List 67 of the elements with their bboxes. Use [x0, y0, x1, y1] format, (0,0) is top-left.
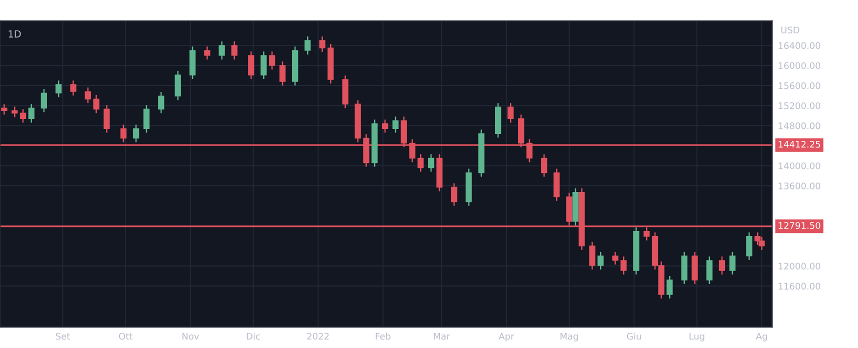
y-tick-label: 14800.00 [778, 122, 820, 130]
x-tick-label: Ag [756, 332, 767, 342]
candlestick [729, 251, 736, 276]
candlestick [392, 116, 399, 134]
candlestick [218, 40, 225, 60]
y-tick-label: 12000.00 [778, 262, 820, 270]
ref-line-label: 14412.25 [778, 140, 820, 148]
candlestick [541, 154, 548, 178]
x-tick-label: Feb [376, 332, 390, 340]
candlestick [120, 124, 127, 143]
candlestick [204, 46, 210, 60]
x-tick-label: Mar [434, 332, 450, 340]
candlestick [56, 80, 62, 98]
candlestick [666, 275, 673, 300]
candlestick [451, 182, 458, 206]
candlestick [268, 50, 276, 70]
candlestick [260, 50, 267, 80]
x-tick-label: Set [56, 332, 70, 340]
x-tick-label: 2022 [307, 332, 329, 340]
x-tick-label: Mag [560, 332, 578, 342]
candlestick [418, 154, 424, 172]
x-tick-label: Lug [690, 332, 704, 342]
candlestick [158, 91, 164, 114]
x-tick-label: Giu [626, 332, 641, 340]
ref-line-label: 12791.50 [778, 222, 820, 229]
candlestick [758, 236, 765, 251]
candlestick [382, 118, 388, 134]
candlestick [104, 104, 110, 134]
x-tick-label: Ott [118, 332, 132, 340]
candlestick [428, 154, 434, 172]
candlestick [12, 106, 18, 118]
candlestick [143, 104, 150, 134]
candlestick [248, 50, 254, 80]
candlestick [620, 256, 627, 276]
y-tick-label: 15600.00 [778, 82, 820, 90]
x-tick-label: Dic [246, 332, 260, 340]
y-axis-title: USD [781, 26, 800, 34]
candlestick [598, 251, 604, 270]
y-tick-label: 15200.00 [778, 102, 820, 110]
candlestick [319, 36, 326, 53]
candlestick [132, 124, 140, 143]
candlestick [20, 108, 26, 124]
candlestick [706, 256, 712, 285]
candlestick [28, 103, 34, 124]
candlestick [612, 251, 618, 266]
x-tick-label: Nov [182, 332, 199, 340]
candlestick [304, 36, 311, 56]
x-tick-label: Apr [498, 332, 514, 342]
candlestick [93, 94, 100, 114]
candlestick [718, 256, 726, 276]
text: 1D [8, 30, 21, 38]
candlestick [279, 60, 286, 86]
y-tick-label: 11600.00 [778, 282, 820, 290]
candlestick [231, 40, 238, 60]
candlestick [70, 80, 76, 96]
y-tick-label: 13600.00 [778, 182, 820, 190]
candlestick [174, 70, 181, 101]
candlestick [1, 103, 8, 116]
candlestick [589, 241, 596, 270]
candlestick [84, 86, 91, 104]
y-tick-label: 14000.00 [778, 162, 820, 170]
candlestick [40, 88, 48, 113]
candlestick [754, 232, 761, 246]
candlestick [508, 102, 514, 124]
candlestick [746, 232, 752, 261]
y-tick-label: 16400.00 [778, 42, 820, 49]
y-tick-label: 16000.00 [778, 62, 820, 70]
